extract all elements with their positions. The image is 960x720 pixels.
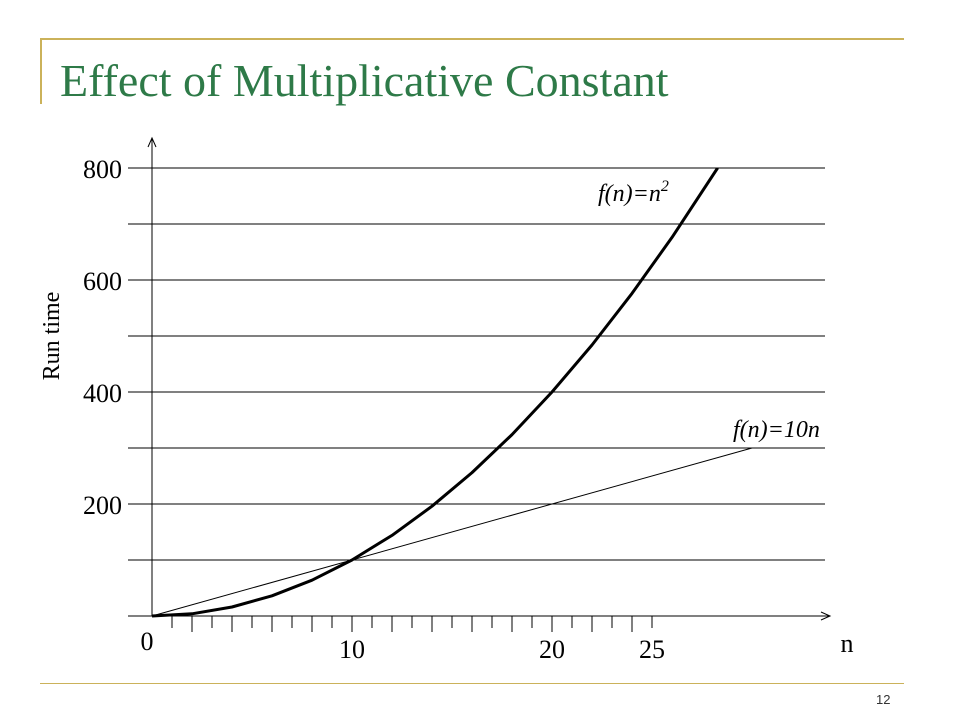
frame-bottom-rule: [40, 683, 904, 684]
y-tick-label: 200: [83, 491, 122, 520]
y-tick-label: 800: [83, 155, 122, 184]
y-axis-label: Run time: [39, 292, 65, 381]
origin-label: 0: [141, 627, 154, 656]
series-layer: [151, 168, 753, 618]
axis-layer: [128, 136, 832, 632]
y-tick-label: 400: [83, 379, 122, 408]
frame-left-rule: [40, 38, 42, 104]
y-tick-label: 600: [83, 267, 122, 296]
x-tick-label: 10: [339, 635, 365, 664]
slide-title: Effect of Multiplicative Constant: [60, 55, 669, 106]
grid-layer: [152, 167, 825, 561]
series-label-superscript: 2: [661, 178, 669, 195]
series-line-2: [151, 447, 753, 617]
y-axis-arrow-icon: [147, 136, 157, 148]
series-label-text: f(n)=n: [598, 181, 661, 207]
series-label-1: f(n)=n2: [598, 178, 669, 207]
x-tick-label: 20: [539, 635, 565, 664]
page-number: 12: [876, 692, 891, 707]
x-tick-label: 25: [639, 635, 665, 664]
x-axis-label: n: [841, 629, 854, 658]
frame-top-rule: [40, 38, 904, 40]
series-label-text: f(n)=10n: [733, 417, 820, 443]
x-axis-arrow-icon: [820, 611, 832, 621]
series-line-1: [151, 168, 719, 618]
series-label-2: f(n)=10n: [733, 417, 820, 443]
